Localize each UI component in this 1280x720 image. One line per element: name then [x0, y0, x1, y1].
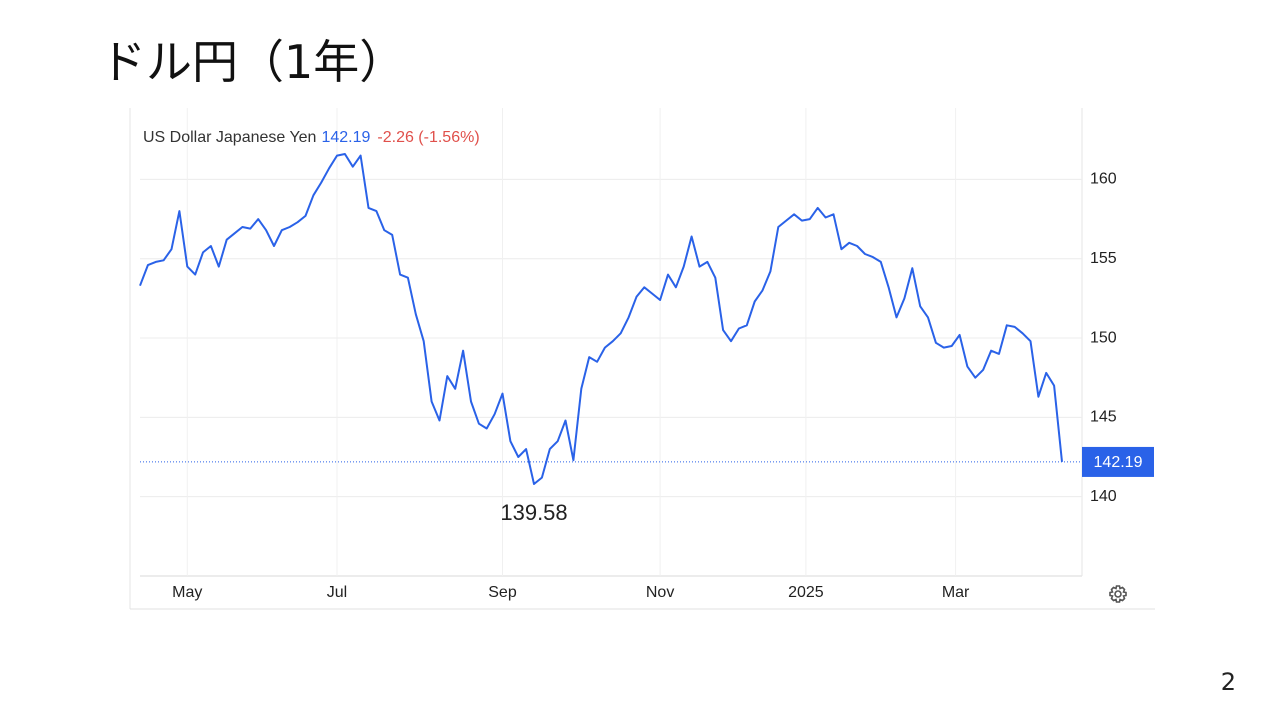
last-price-label: 142.19	[1094, 454, 1143, 471]
chart-header: US Dollar Japanese Yen 142.19 -2.26 (-1.56…	[143, 129, 480, 146]
y-tick-label: 160	[1090, 171, 1117, 188]
x-tick-label: 2025	[788, 584, 824, 601]
x-tick-label: Jul	[327, 584, 347, 601]
header-change: -2.26 (-1.56%)	[377, 129, 479, 146]
x-tick-label: May	[172, 584, 202, 601]
header-price: 142.19	[321, 129, 370, 146]
low-annotation: 139.58	[500, 500, 567, 525]
settings-icon[interactable]	[1109, 585, 1127, 603]
x-tick-label: Mar	[942, 584, 970, 601]
series-name: US Dollar Japanese Yen	[143, 129, 316, 146]
y-tick-label: 150	[1090, 329, 1117, 346]
y-tick-label: 140	[1090, 488, 1117, 505]
price-line	[139, 153, 1063, 485]
last-price-tag	[1082, 446, 1154, 477]
x-tick-label: Sep	[488, 584, 517, 601]
y-tick-label: 145	[1090, 409, 1117, 426]
page-number: 2	[1220, 668, 1236, 696]
slide-title: ドル円（1年）	[100, 35, 406, 89]
x-tick-label: Nov	[646, 584, 674, 601]
y-tick-label: 155	[1090, 250, 1117, 267]
